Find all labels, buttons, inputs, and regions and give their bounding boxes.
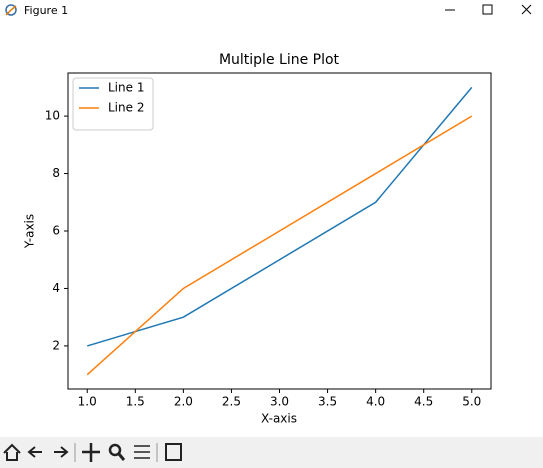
pan-button[interactable] (82, 443, 100, 462)
maximize-button[interactable] (482, 4, 493, 15)
x-tick-label: 5.0 (462, 395, 481, 409)
x-tick-label: 3.0 (270, 395, 289, 409)
x-tick-label: 2.0 (174, 395, 193, 409)
y-tick-label: 2 (52, 338, 60, 352)
configure-button[interactable] (134, 445, 150, 459)
y-tick-label: 4 (52, 281, 60, 295)
back-button[interactable] (27, 446, 42, 458)
series-line (87, 86, 473, 347)
save-button[interactable] (165, 443, 182, 461)
y-axis-label: Y-axis (23, 214, 37, 249)
plot: 1.0 1.5 2.0 2.5 3.0 3.5 4.0 4.5 5.0 2 4 6 8 10 Line 1 L… (45, 77, 481, 409)
zoom-button[interactable] (108, 443, 126, 461)
y-tick-label: 8 (52, 166, 60, 180)
chart-title: Multiple Line Plot (219, 52, 340, 68)
x-tick-label: 1.5 (126, 395, 145, 409)
x-tick-label: 4.5 (414, 395, 433, 409)
x-tick-label: 2.5 (222, 395, 241, 409)
app-icon (5, 4, 17, 16)
legend-label: Line 1 (108, 81, 144, 95)
forward-button[interactable] (54, 446, 69, 458)
y-tick-label: 6 (52, 224, 60, 238)
title-bar (0, 0, 543, 24)
x-tick-label: 1.0 (78, 395, 97, 409)
y-tick-label: 10 (45, 109, 60, 123)
close-button[interactable] (521, 4, 532, 15)
legend-label: Line 2 (108, 101, 144, 115)
x-tick-label: 4.0 (366, 395, 385, 409)
home-button[interactable] (3, 443, 21, 461)
series-line (86, 115, 473, 376)
x-tick-label: 3.5 (318, 395, 337, 409)
toolbar-icons (3, 443, 182, 462)
legend-box (72, 77, 154, 131)
x-axis-label: X-axis (261, 412, 297, 426)
toolbar (0, 437, 543, 468)
window-title: Figure 1 (24, 4, 68, 17)
